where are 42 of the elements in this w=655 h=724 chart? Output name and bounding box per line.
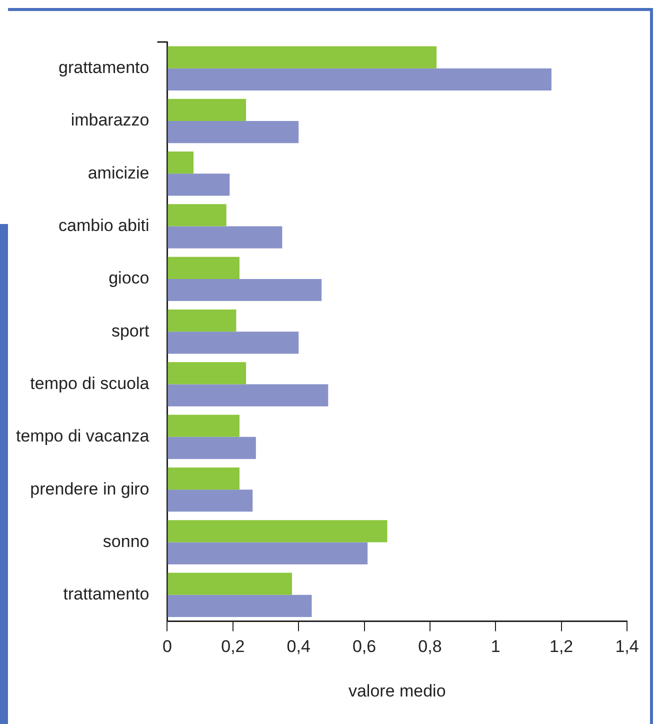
bar [168, 256, 240, 279]
bar [168, 436, 256, 460]
bar [168, 572, 292, 595]
bar [168, 414, 240, 437]
bar [168, 467, 240, 490]
y-tick-label: sport [111, 321, 150, 340]
bar [168, 204, 226, 226]
bar [168, 542, 368, 564]
bar [168, 98, 246, 121]
y-tick-label: sonno [102, 532, 150, 551]
y-tick-label: prendere in giro [30, 479, 150, 498]
x-tick-label: 1,2 [550, 637, 574, 656]
bar [168, 520, 388, 542]
y-tick-label: tempo di vacanza [16, 426, 150, 446]
x-tick-label: 0,8 [418, 637, 442, 656]
bar [168, 594, 312, 617]
bar [168, 384, 328, 406]
bar [168, 362, 246, 384]
y-tick-label: cambio abiti [58, 216, 150, 235]
bar [168, 174, 230, 196]
bar [168, 332, 299, 354]
x-axis-title: valore medio [348, 681, 446, 700]
y-tick-label: gioco [108, 268, 150, 288]
x-tick-label: 1,4 [615, 637, 639, 656]
y-tick-label: grattamento [58, 58, 150, 78]
x-tick-label: 0,2 [221, 637, 245, 656]
y-tick-label: amicizie [88, 163, 150, 182]
x-tick-label: 0 [162, 637, 172, 656]
x-tick-label: 0,6 [352, 637, 376, 656]
bar [168, 120, 299, 144]
y-tick-label: trattamento [63, 584, 150, 604]
bar [168, 68, 552, 90]
bar [168, 46, 437, 68]
bar [168, 490, 253, 512]
x-tick-label: 1 [490, 637, 500, 656]
bar [168, 152, 194, 174]
y-tick-label: imbarazzo [70, 110, 150, 130]
x-tick-label: 0,4 [286, 637, 310, 656]
bar [168, 309, 236, 332]
y-tick-label: tempo di scuola [30, 374, 150, 393]
bar [168, 278, 322, 302]
bar [168, 226, 282, 248]
